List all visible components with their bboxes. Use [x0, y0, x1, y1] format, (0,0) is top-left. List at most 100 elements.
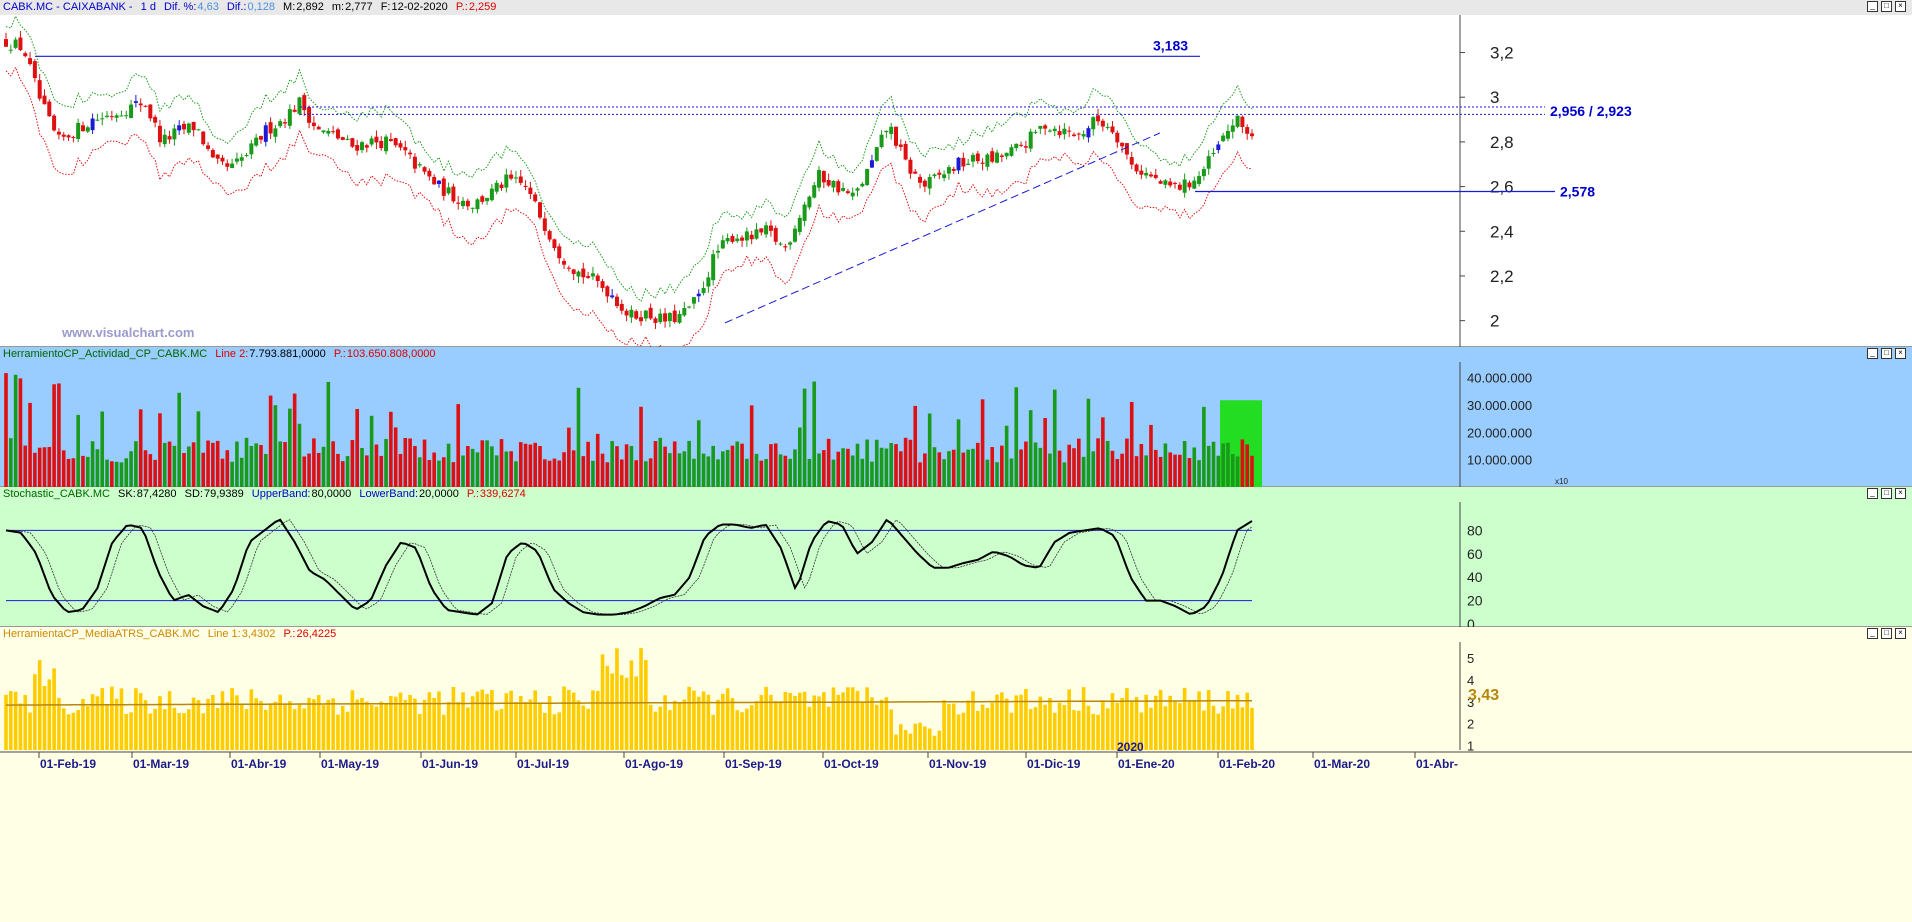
- candle-body: [56, 131, 61, 135]
- volume-bar: [951, 449, 956, 487]
- atr-bar: [831, 687, 836, 750]
- atr-bar: [1202, 710, 1206, 750]
- candle-body: [1072, 134, 1076, 137]
- candle-body: [417, 164, 422, 166]
- resistance-label: 3,183: [1153, 37, 1188, 53]
- candle-body: [1225, 130, 1230, 139]
- uptrend-line: [724, 132, 1161, 324]
- atr-header: HerramientaCP_MediaATRS_CABK.MC Line 1:3…: [0, 627, 1912, 642]
- stoch-tick-label: 80: [1467, 522, 1483, 538]
- volume-pane[interactable]: HerramientoCP_Actividad_CP_CABK.MC Line …: [0, 347, 1912, 487]
- price-pane[interactable]: CABK.MC - CAIXABANK - 1 d Dif. %:4,63 Di…: [0, 0, 1912, 347]
- close-icon[interactable]: ×: [1895, 628, 1906, 639]
- atr-bar: [437, 691, 441, 750]
- volume-axis-unit: x10: [1555, 477, 1568, 486]
- volume-line-value: 7.793.881,0000: [249, 348, 326, 360]
- volume-bar: [172, 445, 177, 487]
- atr-bar: [644, 660, 648, 750]
- atr-bar: [836, 694, 841, 750]
- candle-body: [716, 250, 720, 253]
- candle-body: [744, 231, 749, 241]
- atr-bar: [908, 733, 913, 750]
- date-label: F:: [380, 1, 391, 13]
- candle-body: [220, 157, 225, 162]
- volume-bar: [37, 447, 42, 487]
- close-icon[interactable]: ×: [1895, 488, 1906, 499]
- atr-bar: [336, 714, 340, 750]
- dif-value: 0,128: [247, 1, 275, 13]
- volume-bar: [475, 452, 480, 487]
- atr-bar: [187, 709, 191, 750]
- candle-body: [114, 115, 119, 118]
- volume-bar: [398, 453, 403, 487]
- minimize-icon[interactable]: _: [1867, 348, 1878, 359]
- minimize-icon[interactable]: _: [1867, 1, 1878, 12]
- volume-bar: [644, 461, 648, 487]
- atr-bar: [321, 705, 326, 750]
- atr-bar: [547, 696, 552, 750]
- atr-bar: [716, 699, 720, 750]
- volume-bar: [1105, 440, 1110, 487]
- atr-bar: [172, 707, 177, 750]
- atr-bar: [1134, 697, 1139, 750]
- candle-body: [364, 145, 369, 148]
- price-tick-label: 2: [1490, 312, 1499, 331]
- candle-body: [735, 238, 740, 242]
- atr-pane[interactable]: HerramientaCP_MediaATRS_CABK.MC Line 1:3…: [0, 627, 1912, 922]
- candle-body: [1100, 120, 1105, 127]
- minimize-icon[interactable]: _: [1867, 628, 1878, 639]
- candle-body: [975, 153, 980, 162]
- volume-bar: [134, 441, 138, 487]
- date-tick-label: 01-Sep-19: [725, 757, 782, 771]
- volume-bar: [1048, 453, 1052, 487]
- volume-bar: [470, 448, 475, 487]
- volume-bar: [701, 453, 706, 487]
- restore-icon[interactable]: □: [1881, 1, 1892, 12]
- volume-bar: [215, 440, 220, 487]
- candle-body: [393, 138, 398, 146]
- atr-bar: [1028, 709, 1033, 750]
- stoch-name: Stochastic_CABK.MC: [3, 488, 110, 500]
- candle-body: [186, 123, 191, 133]
- volume-bar: [855, 443, 860, 487]
- atr-bar: [316, 695, 321, 750]
- candle-body: [85, 127, 90, 132]
- candle-body: [595, 275, 600, 282]
- volume-bar: [437, 460, 441, 487]
- atr-bar: [961, 712, 966, 750]
- volume-bar: [427, 459, 432, 487]
- close-icon[interactable]: ×: [1895, 1, 1906, 12]
- volume-bar: [403, 437, 408, 487]
- stoch-lb-value: 20,0000: [419, 488, 459, 500]
- volume-bar: [85, 456, 90, 487]
- volume-tick-label: 20.000.000: [1467, 425, 1532, 440]
- date-value: 12-02-2020: [391, 1, 448, 13]
- candle-body: [677, 313, 682, 323]
- min-label: m:: [331, 1, 345, 13]
- candle-body: [1153, 174, 1158, 178]
- atr-bar: [1052, 712, 1057, 750]
- close-icon[interactable]: ×: [1895, 348, 1906, 359]
- volume-bar: [1115, 458, 1120, 487]
- atr-bar: [422, 699, 427, 750]
- atr-bar: [562, 686, 566, 750]
- minimize-icon[interactable]: _: [1867, 488, 1878, 499]
- restore-icon[interactable]: □: [1881, 348, 1892, 359]
- atr-bar: [485, 693, 489, 750]
- restore-icon[interactable]: □: [1881, 488, 1892, 499]
- atr-bar: [788, 692, 792, 750]
- volume-bar: [1168, 452, 1173, 487]
- restore-icon[interactable]: □: [1881, 628, 1892, 639]
- volume-bar: [571, 450, 576, 487]
- volume-bar: [567, 427, 571, 487]
- stoch-tick-label: 40: [1467, 569, 1483, 585]
- date-tick-label: 01-Abr-: [1416, 757, 1458, 771]
- volume-bar: [692, 458, 696, 487]
- volume-bar: [105, 459, 109, 487]
- atr-chart: 5 4 3 2 1 3,43 01-Feb-19 01-Mar-19 01-Abr-19 01-M…: [0, 642, 1912, 771]
- candle-body: [37, 80, 42, 99]
- volume-bar: [283, 441, 287, 487]
- volume-bar: [1211, 441, 1216, 487]
- volume-bar: [947, 451, 951, 487]
- stochastic-pane[interactable]: Stochastic_CABK.MC SK:87,4280 SD:79,9389…: [0, 487, 1912, 627]
